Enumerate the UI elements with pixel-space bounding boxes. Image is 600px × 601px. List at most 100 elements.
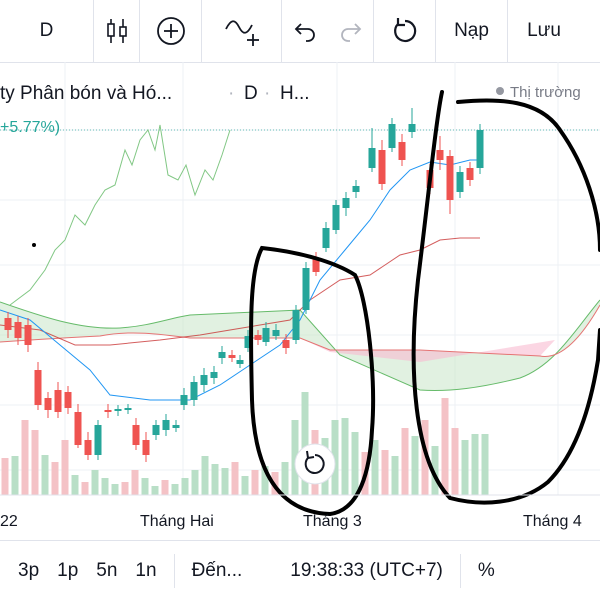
compare-button[interactable] [140, 0, 202, 62]
range-1n[interactable]: 1n [135, 560, 157, 581]
legend-interval: D [244, 83, 258, 104]
range-3p[interactable]: 3p [18, 560, 40, 581]
candle [262, 322, 270, 346]
interval-button[interactable]: D [0, 0, 94, 62]
candle [398, 134, 406, 166]
candle [456, 166, 464, 198]
undo-button[interactable] [282, 0, 328, 62]
divider [459, 554, 461, 588]
volume-bar [11, 456, 19, 495]
volume-bar [331, 420, 339, 495]
volume-bar [431, 446, 439, 495]
volume-bar [301, 392, 309, 495]
hand-drawn-oval-right-b [456, 98, 600, 252]
volume-bar [141, 478, 149, 495]
load-label: Nạp [454, 20, 489, 41]
volume-bar [131, 470, 139, 495]
candle [332, 200, 340, 234]
candle [124, 404, 132, 414]
save-button[interactable]: Lưu [508, 0, 580, 62]
candle-body [332, 205, 340, 230]
candle-body [34, 370, 42, 405]
candle [272, 324, 280, 340]
candle-body [142, 440, 150, 455]
x-tick-label: Tháng 3 [303, 513, 362, 530]
undo-icon [294, 23, 315, 42]
volume-bar [281, 462, 289, 495]
reload-icon [393, 18, 416, 43]
candle [162, 414, 170, 436]
clock-timezone[interactable]: 19:38:33 (UTC+7) [290, 560, 443, 581]
candle [408, 108, 416, 138]
candle-body [180, 395, 188, 405]
candle-body [368, 148, 376, 168]
senkou-b-line [0, 304, 600, 357]
candle [236, 355, 244, 368]
candle-body [4, 318, 12, 330]
symbol-title[interactable]: ty Phân bón và Hó... [0, 83, 172, 104]
volume-bar [171, 484, 179, 495]
reload-button[interactable] [374, 0, 436, 62]
candle-body [218, 352, 226, 358]
volume-bar [41, 455, 49, 495]
candle-body [398, 142, 406, 160]
candle-body [172, 425, 180, 428]
candle-body [124, 408, 132, 410]
candle-body [408, 124, 416, 132]
plus-circle-icon [156, 17, 185, 45]
range-5n[interactable]: 5n [96, 560, 118, 581]
candlestick-icon [106, 19, 127, 43]
candle [378, 140, 386, 190]
candle-body [456, 172, 464, 192]
candle-body [84, 440, 92, 455]
market-status: Thị trường [510, 84, 581, 101]
range-1p[interactable]: 1p [57, 560, 79, 581]
volume-bar [421, 420, 429, 495]
indicators-button[interactable] [202, 0, 282, 62]
ichimoku-cloud-green [0, 300, 600, 391]
volume-bar [401, 428, 409, 495]
legend-exchange: H... [280, 83, 310, 104]
reset-chart-icon [304, 450, 325, 474]
price-chart[interactable]: ty Phân bón và Hó... · D · H... Thị trườ… [0, 62, 600, 540]
candle-body [436, 150, 444, 160]
candle [466, 162, 474, 186]
volume-bar [351, 432, 359, 495]
candle-body [272, 330, 280, 336]
candle-body [236, 360, 244, 364]
candle [352, 180, 360, 198]
reset-chart-button[interactable] [294, 443, 336, 485]
candle-body [162, 420, 170, 430]
load-button[interactable]: Nạp [436, 0, 508, 62]
candle [152, 420, 160, 440]
candle [254, 330, 262, 345]
candle [64, 386, 72, 414]
candle-body [254, 335, 262, 340]
candle [34, 362, 42, 410]
save-label: Lưu [527, 20, 561, 41]
candle [342, 192, 350, 216]
volume-bar [211, 464, 219, 495]
candle-body [342, 198, 350, 208]
volume-bar [31, 430, 39, 495]
candle-body [312, 258, 320, 272]
candle-body [132, 425, 140, 445]
volume-bar [91, 470, 99, 495]
candle [44, 392, 52, 418]
percent-toggle[interactable]: % [477, 560, 495, 581]
candle [74, 404, 82, 448]
x-tick-label: Tháng 4 [523, 513, 582, 530]
candle-body [24, 325, 32, 345]
chart-style-button[interactable] [94, 0, 140, 62]
candle-body [228, 355, 236, 358]
candle [180, 388, 188, 410]
candle-body [200, 375, 208, 385]
candle [218, 346, 226, 364]
volume-bar [481, 434, 489, 495]
goto-date-button[interactable]: Đến... [191, 560, 243, 581]
candle [210, 366, 218, 384]
top-toolbar: D [0, 0, 600, 63]
candle-body [476, 130, 484, 168]
redo-button[interactable] [328, 0, 374, 62]
x-tick-label: Tháng Hai [140, 513, 214, 530]
